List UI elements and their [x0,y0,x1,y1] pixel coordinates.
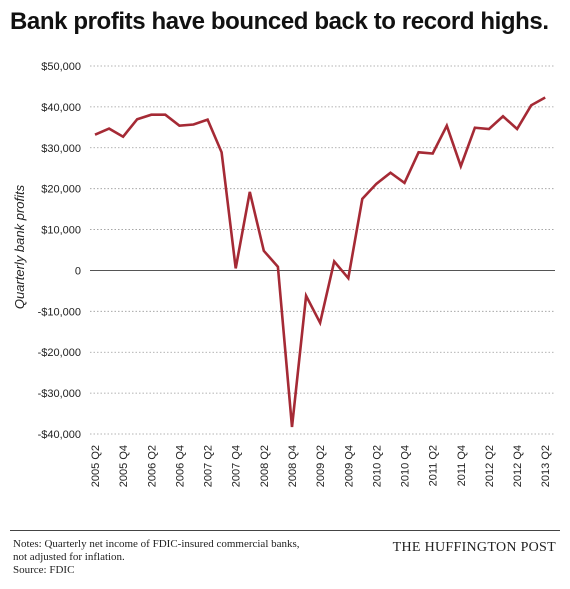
x-tick-label: 2005 Q2 [90,445,102,487]
y-tick-label: -$40,000 [38,429,81,441]
chart-title: Bank profits have bounced back to record… [10,8,549,35]
y-axis-ticks: $50,000 $40,000 $30,000 $20,000 $10,000 0 -$10… [38,61,81,441]
x-tick-label: 2010 Q4 [400,445,412,487]
x-tick-label: 2008 Q2 [259,445,271,487]
y-axis-label: Quarterly bank profits [12,184,27,309]
footer-divider [10,530,560,531]
x-tick-label: 2009 Q2 [315,445,327,487]
y-tick-label: -$30,000 [38,388,81,400]
x-tick-label: 2008 Q4 [287,445,299,487]
y-tick-label: $30,000 [41,143,81,155]
y-tick-label: $50,000 [41,61,81,73]
x-tick-label: 2013 Q2 [540,445,552,487]
x-axis-ticks: 2005 Q2 2005 Q4 2006 Q2 2006 Q4 2007 Q2 2007 … [90,445,552,487]
y-tick-label: $40,000 [41,102,81,114]
x-tick-label: 2011 Q2 [428,445,440,486]
x-tick-label: 2006 Q4 [174,445,186,487]
x-tick-label: 2010 Q2 [371,445,383,487]
x-tick-label: 2012 Q4 [512,445,524,487]
publisher-logo: THE HUFFINGTON POST [392,540,556,555]
notes-line: not adjusted for inflation. [13,551,125,563]
footer-notes: Notes: Quarterly net income of FDIC-insu… [13,538,343,577]
y-tick-label: -$20,000 [38,347,81,359]
x-tick-label: 2012 Q2 [484,445,496,487]
notes-line: Source: FDIC [13,564,75,576]
x-tick-label: 2009 Q4 [343,445,355,487]
x-tick-label: 2007 Q2 [203,445,215,487]
x-tick-label: 2011 Q4 [456,445,468,486]
y-tick-label: 0 [75,265,81,277]
y-tick-label: -$10,000 [38,306,81,318]
y-tick-label: $20,000 [41,184,81,196]
notes-line: Notes: Quarterly net income of FDIC-insu… [13,538,300,550]
series-line [94,96,546,428]
x-tick-label: 2007 Q4 [231,445,243,487]
gridlines [90,65,555,435]
x-tick-label: 2006 Q2 [146,445,158,487]
x-tick-label: 2005 Q4 [118,445,130,487]
y-tick-label: $10,000 [41,225,81,237]
series-layer [94,96,546,428]
